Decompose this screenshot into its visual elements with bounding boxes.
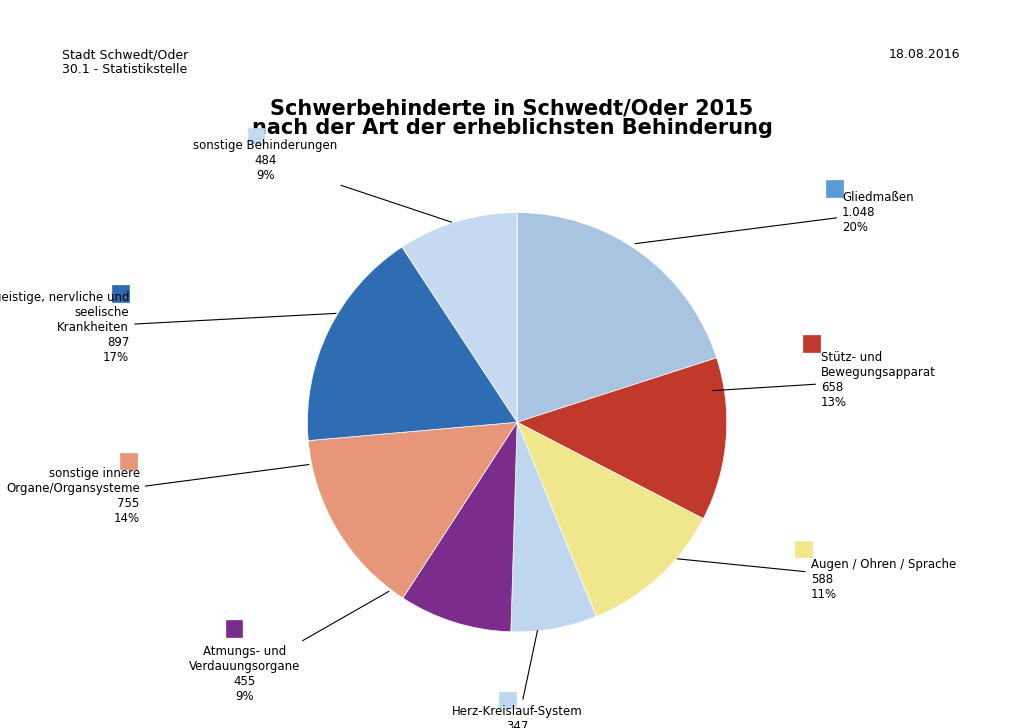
- Wedge shape: [517, 213, 717, 422]
- Bar: [113, 285, 129, 301]
- Text: sonstige Behinderungen
484
9%: sonstige Behinderungen 484 9%: [194, 138, 452, 222]
- Text: Gliedmaßen
1.048
20%: Gliedmaßen 1.048 20%: [635, 191, 913, 244]
- Bar: [795, 541, 812, 558]
- Text: Stadt Schwedt/Oder: Stadt Schwedt/Oder: [62, 48, 188, 61]
- Bar: [120, 453, 136, 470]
- Text: Atmungs- und
Verdauungsorgane
455
9%: Atmungs- und Verdauungsorgane 455 9%: [188, 591, 389, 703]
- Wedge shape: [517, 422, 703, 617]
- Wedge shape: [402, 422, 517, 632]
- Wedge shape: [308, 422, 517, 598]
- Wedge shape: [307, 247, 517, 440]
- Text: nach der Art der erheblichsten Behinderung: nach der Art der erheblichsten Behinderu…: [252, 118, 772, 138]
- Bar: [803, 335, 820, 352]
- Text: 30.1 - Statistikstelle: 30.1 - Statistikstelle: [62, 63, 187, 76]
- Text: Schwerbehinderte in Schwedt/Oder 2015: Schwerbehinderte in Schwedt/Oder 2015: [270, 98, 754, 118]
- Text: Augen / Ohren / Sprache
588
11%: Augen / Ohren / Sprache 588 11%: [677, 558, 955, 601]
- Bar: [225, 620, 243, 637]
- Wedge shape: [517, 358, 727, 518]
- Bar: [500, 692, 516, 708]
- Wedge shape: [511, 422, 596, 632]
- Bar: [826, 180, 843, 197]
- Bar: [248, 127, 264, 144]
- Text: 18.08.2016: 18.08.2016: [889, 48, 961, 61]
- Text: Herz-Kreislauf-System
347
7%: Herz-Kreislauf-System 347 7%: [452, 630, 583, 728]
- Text: geistige, nervliche und
seelische
Krankheiten
897
17%: geistige, nervliche und seelische Krankh…: [0, 291, 336, 365]
- Text: Stütz- und
Bewegungsapparat
658
13%: Stütz- und Bewegungsapparat 658 13%: [713, 352, 936, 409]
- Text: sonstige innere
Organe/Organsysteme
755
14%: sonstige innere Organe/Organsysteme 755 …: [6, 464, 309, 525]
- Wedge shape: [402, 213, 517, 422]
